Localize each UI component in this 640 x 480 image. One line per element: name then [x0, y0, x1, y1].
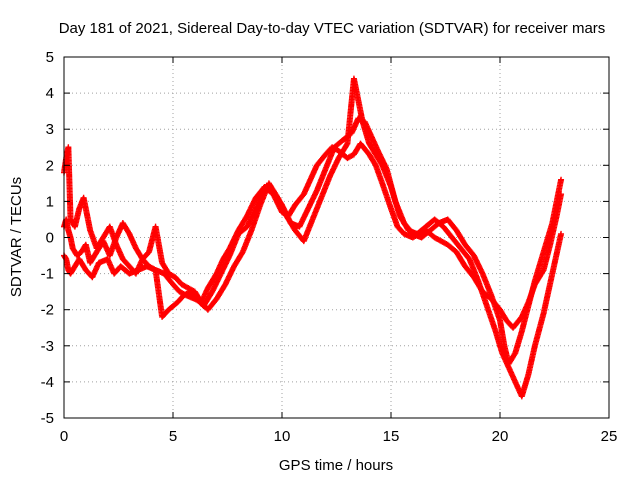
y-tick-label: -1: [41, 266, 54, 283]
grid-lines: [64, 57, 609, 418]
series-s3: [61, 75, 565, 400]
y-tick-label: -4: [41, 374, 54, 391]
y-tick-label: -5: [41, 410, 54, 427]
y-tick-label: 5: [46, 49, 54, 66]
y-tick-label: 3: [46, 121, 54, 138]
y-tick-label: -3: [41, 338, 54, 355]
data-points: [61, 75, 565, 400]
y-axis-label: SDTVAR / TECUs: [8, 177, 25, 297]
x-tick-label: 5: [169, 428, 177, 445]
series-s2: [61, 115, 565, 367]
axis-ticks: 0 5 10 15 20 25 -5 -4 -3 -2 -1 0 1 2 3 4 5: [41, 49, 618, 445]
x-tick-label: 15: [383, 428, 400, 445]
chart-title: Day 181 of 2021, Sidereal Day-to-day VTE…: [59, 20, 606, 37]
y-tick-label: -2: [41, 302, 54, 319]
x-tick-label: 20: [492, 428, 509, 445]
x-tick-label: 0: [60, 428, 68, 445]
y-tick-label: 1: [46, 193, 54, 210]
data-point: [558, 176, 565, 183]
x-tick-label: 10: [274, 428, 291, 445]
x-axis-label: GPS time / hours: [279, 457, 393, 474]
data-point: [558, 230, 565, 237]
x-tick-label: 25: [601, 428, 618, 445]
y-tick-label: 2: [46, 157, 54, 174]
y-tick-label: 4: [46, 85, 54, 102]
y-tick-label: 0: [46, 230, 54, 247]
series-s1: [61, 140, 565, 331]
